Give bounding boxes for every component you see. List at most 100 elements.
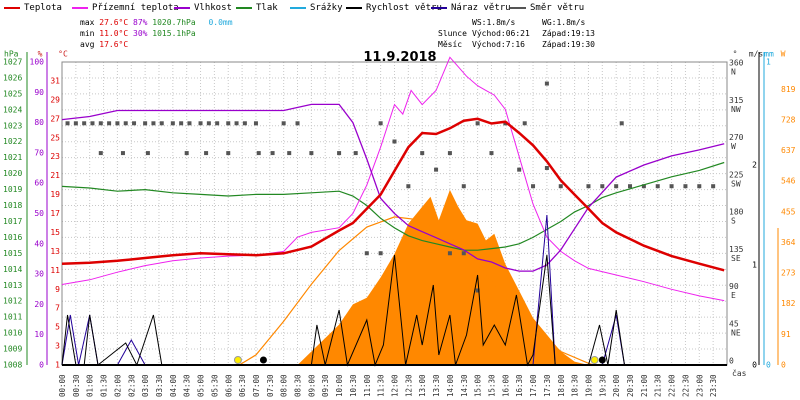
wind-direction-point	[655, 184, 660, 189]
wind-direction-point	[337, 151, 342, 156]
x-tick-label: 01:00	[86, 374, 95, 397]
temperature-tick-label: 27	[50, 114, 60, 123]
direction-tick-label: 90	[729, 282, 739, 291]
legend-label: Přízemní teplota	[92, 3, 179, 13]
moonrise-marker	[259, 356, 267, 364]
pressure-tick-label: 1020	[3, 169, 22, 178]
legend-item: Vlhkost	[174, 0, 232, 16]
wind-direction-point	[281, 121, 286, 126]
humidity-tick-label: 90	[34, 88, 44, 97]
x-tick-label: 02:00	[113, 374, 122, 397]
wind-direction-point	[295, 121, 300, 126]
temperature-tick-label: 7	[55, 304, 60, 313]
x-tick-label: 00:00	[58, 374, 67, 397]
wind-direction-point	[641, 184, 646, 189]
direction-tick-label: 45	[729, 319, 739, 328]
pressure-tick-label: 1008	[3, 361, 22, 370]
x-tick-label: 15:30	[487, 374, 496, 397]
x-tick-label: 16:30	[515, 374, 524, 397]
wind-direction-point	[392, 139, 397, 144]
rain-axis-unit: mm	[764, 50, 774, 59]
pressure-tick-label: 1014	[3, 265, 22, 274]
x-tick-label: 12:30	[404, 374, 413, 397]
legend-swatch	[290, 6, 306, 9]
stats-max-row: max 27.6°C 87% 1020.7hPa 0.0mm	[80, 18, 233, 28]
direction-tick-label: 135	[729, 245, 744, 254]
legend-label: Tlak	[256, 3, 278, 13]
x-tick-label: 01:30	[100, 374, 109, 397]
sun-set: Západ:19:13	[542, 29, 595, 38]
pressure-tick-label: 1021	[3, 153, 22, 162]
sunrise-marker	[233, 356, 242, 364]
wind-direction-point	[378, 121, 383, 126]
x-tick-label: 14:00	[446, 374, 455, 397]
stats-avg-label: avg	[80, 40, 95, 49]
wind-direction-point	[378, 251, 383, 256]
x-tick-label: 03:00	[141, 374, 150, 397]
direction-name-label: E	[731, 291, 736, 300]
x-tick-label: 19:30	[598, 374, 607, 397]
legend-swatch	[174, 6, 190, 9]
legend-item: Tlak	[236, 0, 278, 16]
wind-direction-point	[270, 151, 275, 156]
legend-item: Přízemní teplota	[72, 0, 179, 16]
x-tick-label: 16:00	[501, 374, 510, 397]
moon-rise: Východ:7:16	[472, 40, 525, 49]
stats-min-temp: 11.0°C	[99, 29, 129, 38]
legend-label: Rychlost větru	[366, 3, 442, 13]
pressure-tick-label: 1022	[3, 137, 22, 146]
x-tick-label: 07:00	[252, 374, 261, 397]
ground-temperature-line	[61, 56, 725, 302]
humidity-tick-label: 40	[34, 239, 44, 248]
temperature-tick-label: 23	[50, 152, 60, 161]
x-tick-label: 02:30	[127, 374, 136, 397]
wind-speed-readout: WS:1.8m/s	[472, 18, 516, 27]
temperature-tick-label: 9	[55, 285, 60, 294]
x-tick-label: 13:30	[432, 374, 441, 397]
wind-tick-label: 0	[752, 361, 757, 370]
temperature-tick-label: 3	[55, 342, 60, 351]
wind-direction-point	[159, 121, 164, 126]
wind-direction-point	[107, 121, 112, 126]
wind-direction-point	[204, 151, 209, 156]
pressure-tick-label: 1013	[3, 281, 22, 290]
x-tick-label: 20:00	[612, 374, 621, 397]
wind-direction-point	[151, 121, 156, 126]
wind-direction-point	[287, 151, 292, 156]
wind-direction-point	[447, 251, 452, 256]
wind-direction-point	[187, 121, 192, 126]
stats-min-press: 1015.1hPa	[152, 29, 196, 38]
wind-direction-point	[132, 121, 137, 126]
x-tick-label: 08:00	[280, 374, 289, 397]
wind-direction-point	[683, 184, 688, 189]
direction-tick-label: 180	[729, 208, 744, 217]
temperature-tick-label: 17	[50, 209, 60, 218]
solar-tick-label: 273	[781, 269, 796, 278]
legend-swatch	[510, 6, 526, 9]
direction-name-label: SE	[731, 254, 741, 263]
stats-min-hum: 30%	[133, 29, 148, 38]
wind-direction-point	[475, 288, 480, 293]
pressure-tick-label: 1012	[3, 297, 22, 306]
x-tick-label: 03:30	[155, 374, 164, 397]
solar-tick-label: 637	[781, 146, 796, 155]
humidity-tick-label: 50	[34, 209, 44, 218]
x-tick-label: 18:00	[557, 374, 566, 397]
temperature-tick-label: 29	[50, 95, 60, 104]
solar-tick-label: 728	[781, 115, 796, 124]
x-tick-label: 05:30	[210, 374, 219, 397]
wind-tick-label: 1	[752, 261, 757, 270]
pressure-tick-label: 1025	[3, 89, 22, 98]
legend-label: Směr větru	[530, 3, 585, 13]
wind-direction-point	[256, 151, 261, 156]
pressure-tick-label: 1009	[3, 345, 22, 354]
humidity-tick-label: 30	[34, 270, 44, 279]
pressure-tick-label: 1018	[3, 201, 22, 210]
direction-name-label: NE	[731, 328, 741, 337]
pressure-axis-unit: hPa	[4, 50, 19, 59]
direction-tick-label: 225	[729, 170, 744, 179]
wind-direction-point	[184, 151, 189, 156]
stats-max-label: max	[80, 18, 95, 27]
wind-direction-point	[234, 121, 239, 126]
x-tick-label: 10:00	[335, 374, 344, 397]
